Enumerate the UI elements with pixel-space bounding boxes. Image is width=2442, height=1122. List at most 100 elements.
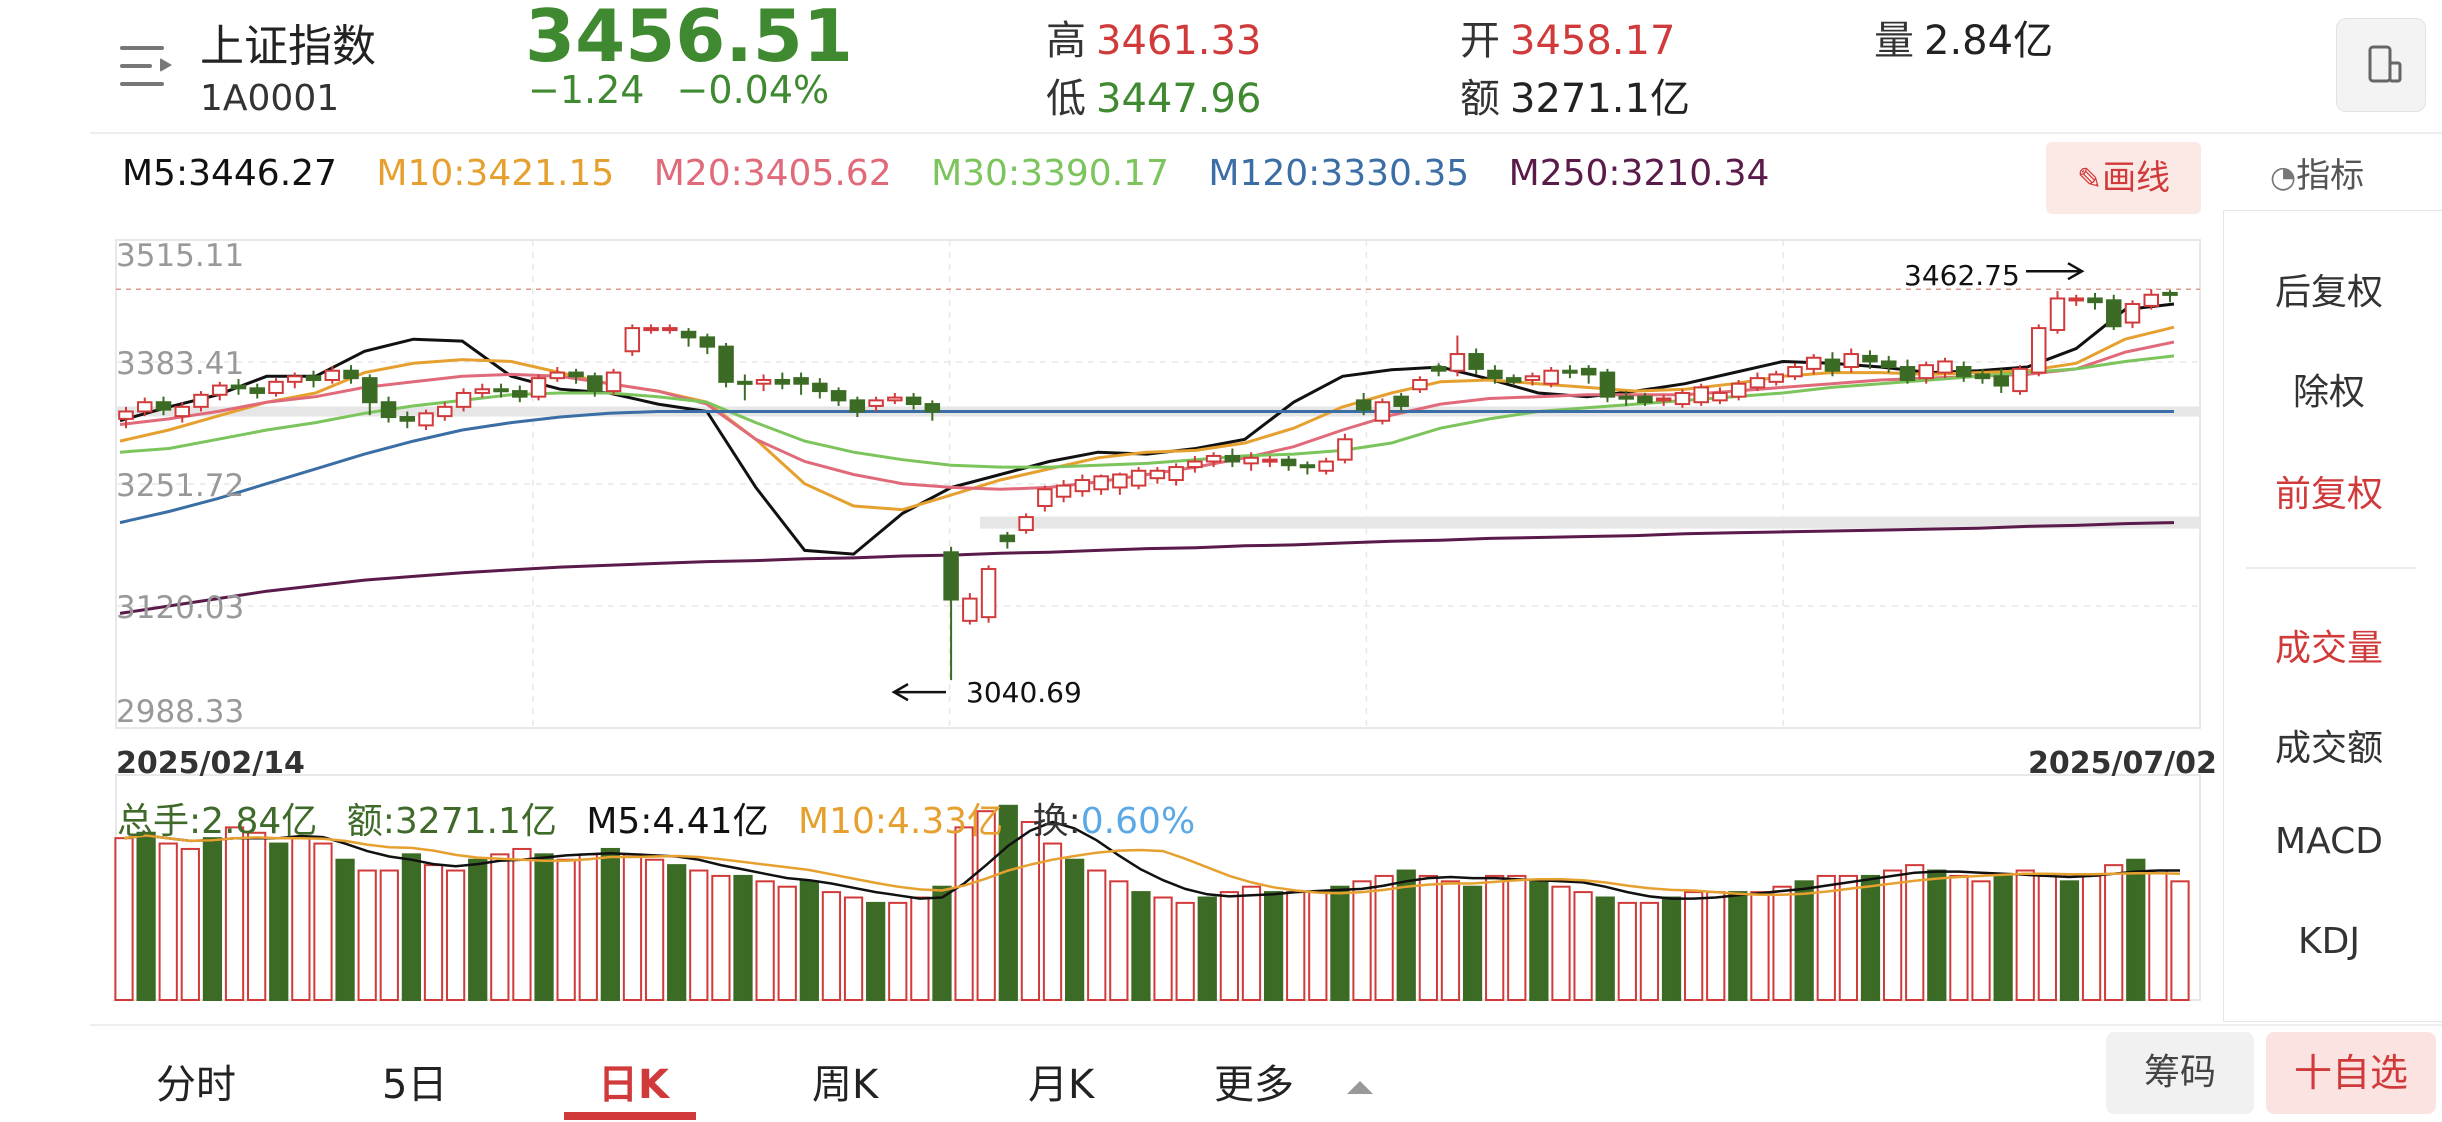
volume-bar-up — [1573, 891, 1593, 1002]
ma120-label: M120:3330.35 — [1208, 153, 1470, 194]
candle-up — [1055, 484, 1072, 498]
volume-bar-up — [755, 880, 775, 1002]
candle-down — [1487, 369, 1503, 380]
candle-down — [1880, 360, 1897, 369]
volume-bar-up — [379, 869, 399, 1001]
ma10-label: M10:3421.15 — [376, 153, 615, 194]
candle-up — [137, 401, 153, 413]
candle-down — [1599, 371, 1616, 398]
volume-bar-up — [1551, 885, 1571, 1001]
candle-up — [2012, 367, 2028, 393]
volume-option[interactable]: 成交量 — [2274, 628, 2383, 669]
candle-up — [1937, 360, 1953, 374]
candle-down — [1955, 366, 1972, 378]
candle-up — [1674, 391, 1691, 406]
menu-icon[interactable] — [120, 44, 176, 90]
candle-up — [980, 567, 997, 619]
candle-down — [1974, 373, 1991, 380]
kline-chart[interactable]: 3462.75 3040.69 3515.11 3383.41 3251.72 3120… — [0, 230, 2220, 1010]
volume-bar-up — [689, 869, 709, 1001]
total-volume: 总手:2.84亿 — [117, 801, 318, 842]
vol-ma-line-m5 — [123, 820, 2180, 900]
candle-down — [737, 380, 753, 385]
volume-bar-down — [1728, 891, 1748, 1002]
candle-down — [493, 388, 509, 393]
volume-bar-down — [932, 885, 952, 1001]
candle-up — [193, 393, 209, 408]
annotations: 3462.75 3040.69 — [891, 259, 2085, 709]
draw-line-button[interactable]: ✎画线 — [2046, 142, 2201, 214]
tab-daily-k[interactable]: 日K — [598, 1062, 669, 1108]
candle-up — [1749, 377, 1766, 389]
volume-bar-up — [1750, 891, 1770, 1002]
tab-monthly-k[interactable]: 月K — [1028, 1062, 1095, 1108]
candle-up — [549, 371, 566, 380]
volume-bar-up — [512, 847, 532, 1002]
indicator-label: 指标 — [2296, 156, 2365, 196]
panel-divider — [2246, 567, 2416, 569]
indicator-button[interactable]: ◔指标 — [2270, 148, 2364, 197]
candle-down — [1580, 367, 1597, 376]
right-panel: 后复权 除权 前复权 成交量 成交额 MACD KDJ — [2223, 210, 2442, 1022]
tab-5day[interactable]: 5日 — [382, 1062, 448, 1108]
tab-more[interactable]: 更多 — [1214, 1052, 1373, 1110]
candle-up — [530, 377, 547, 398]
amount-option[interactable]: 成交额 — [2274, 728, 2383, 769]
volume-bar-up — [711, 874, 731, 1002]
volume-bar-up — [158, 842, 178, 1001]
candle-down — [512, 390, 528, 398]
adjust-before-option[interactable]: 前复权 — [2274, 474, 2383, 515]
volume-bar-up — [490, 853, 510, 1001]
adjust-after-option[interactable]: 后复权 — [2274, 272, 2383, 313]
volume-bar-up — [1286, 891, 1306, 1002]
candle-down — [305, 375, 322, 381]
volume-label: 量 — [1874, 18, 1914, 64]
candle-down — [155, 401, 172, 411]
low-value: 3447.96 — [1096, 76, 1262, 122]
volume-bar-down — [866, 901, 886, 1001]
chip-distribution-button[interactable]: 筹码 — [2106, 1032, 2254, 1114]
turnover-value: 0.60% — [1080, 801, 1196, 842]
volume-bar-up — [976, 810, 996, 1001]
candle-down — [2087, 297, 2103, 304]
candle-up — [1318, 460, 1334, 472]
candle-down — [699, 336, 716, 348]
volume-bar-up — [1507, 874, 1527, 1002]
volume-bar-up — [556, 858, 576, 1001]
candle-up — [755, 378, 772, 385]
low-label: 低 — [1046, 76, 1086, 122]
candle-up — [2143, 293, 2159, 307]
support-band — [980, 516, 2200, 529]
volume-bar-down — [2059, 880, 2080, 1002]
ex-rights-option[interactable]: 除权 — [2292, 372, 2365, 413]
open-label: 开 — [1460, 18, 1500, 64]
tab-weekly-k[interactable]: 周K — [812, 1062, 879, 1108]
candle-up — [437, 405, 453, 418]
landscape-toggle-button[interactable] — [2336, 18, 2426, 112]
candle-down — [1824, 358, 1841, 372]
gauge-icon: ◔ — [2270, 160, 2297, 195]
open-value: 3458.17 — [1510, 18, 1676, 64]
add-watchlist-button[interactable]: 十自选 — [2266, 1032, 2436, 1114]
candle-up — [2049, 297, 2066, 331]
kdj-option[interactable]: KDJ — [2298, 921, 2360, 962]
volume-bar-down — [534, 853, 554, 1001]
volume-bar-up — [357, 869, 377, 1001]
candle-up — [1412, 378, 1428, 391]
volume-bar-up — [888, 901, 908, 1001]
high-value: 3461.33 — [1096, 18, 1262, 64]
y-tick-label: 3251.72 — [116, 468, 244, 504]
change-percent: −0.04% — [676, 68, 830, 112]
volume-bar-down — [667, 864, 687, 1002]
index-name: 上证指数 — [200, 21, 376, 72]
vol-ma5: M5:4.41亿 — [586, 801, 769, 842]
tab-intraday[interactable]: 分时 — [156, 1062, 236, 1108]
ma20-label: M20:3405.62 — [653, 153, 892, 194]
volume-bar-up — [423, 864, 444, 1002]
volume-bar-up — [1308, 891, 1328, 1002]
macd-option[interactable]: MACD — [2275, 821, 2383, 862]
candle-up — [212, 384, 228, 396]
volume-bar-down — [1993, 874, 2013, 1002]
ma5-label: M5:3446.27 — [122, 153, 337, 194]
ma-line-m250 — [119, 521, 2175, 615]
